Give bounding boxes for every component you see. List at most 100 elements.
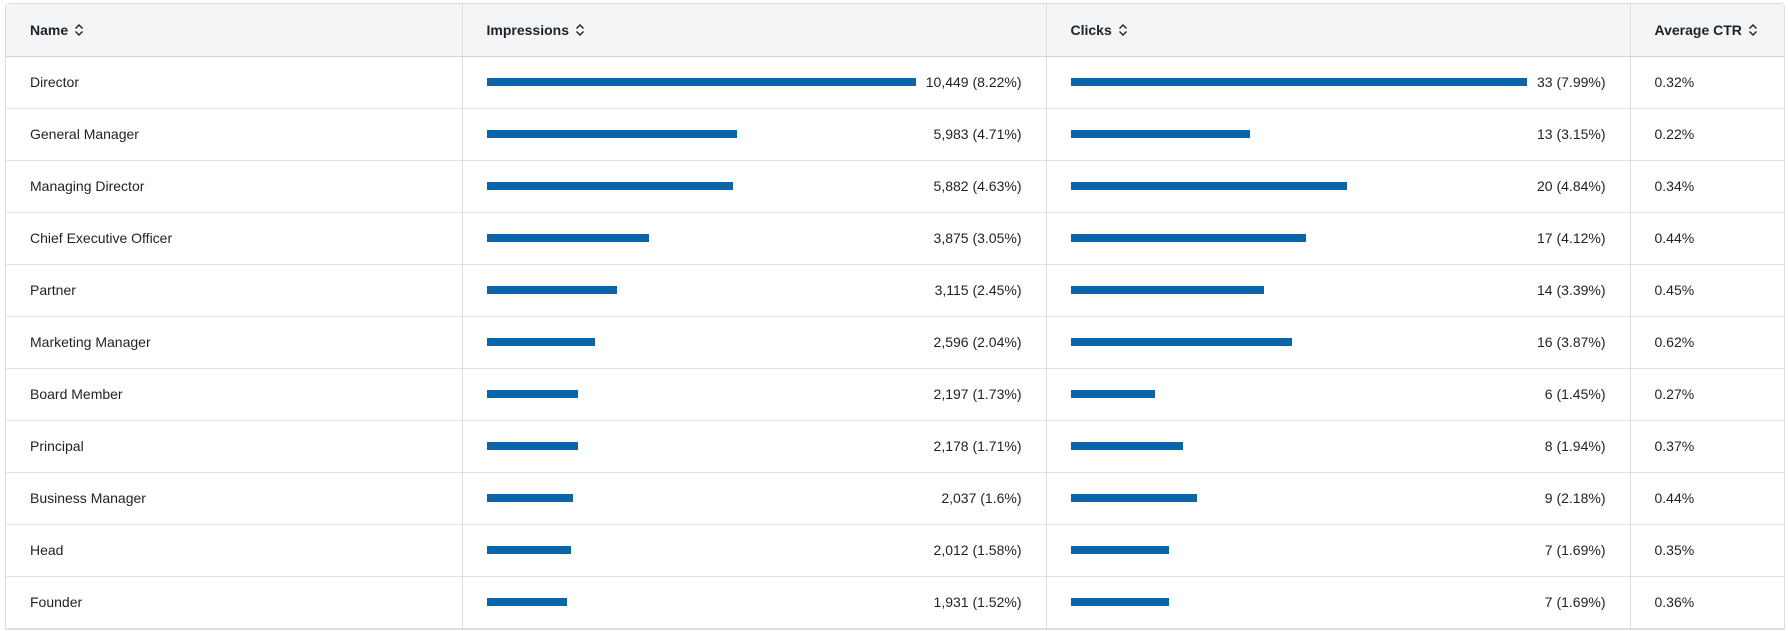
- table-row: Principal 2,178 (1.71%) 8 (1.94%) 0.37%: [6, 420, 1784, 473]
- cell-impressions: 2,037 (1.6%): [462, 472, 1047, 525]
- cell-clicks: 14 (3.39%): [1046, 264, 1631, 317]
- cell-average-ctr: 0.36%: [1630, 576, 1784, 629]
- impressions-bar: [486, 234, 649, 242]
- clicks-bar-track: [1070, 182, 1528, 190]
- table-row: Chief Executive Officer 3,875 (3.05%) 17 (…: [6, 212, 1784, 265]
- cell-average-ctr: 0.44%: [1630, 212, 1784, 265]
- cell-name: Director: [6, 56, 463, 109]
- cell-average-ctr: 0.35%: [1630, 524, 1784, 577]
- clicks-bar-track: [1070, 494, 1535, 502]
- impressions-value: 1,931 (1.52%): [933, 594, 1022, 610]
- header-clicks[interactable]: Clicks: [1046, 4, 1631, 57]
- cell-impressions: 1,931 (1.52%): [462, 576, 1047, 629]
- cell-name: Board Member: [6, 368, 463, 421]
- cell-impressions: 2,012 (1.58%): [462, 524, 1047, 577]
- clicks-bar-track: [1070, 442, 1535, 450]
- clicks-bar: [1070, 182, 1348, 190]
- impressions-bar: [486, 598, 568, 606]
- cell-clicks: 6 (1.45%): [1046, 368, 1631, 421]
- cell-name: Founder: [6, 576, 463, 629]
- cell-impressions: 10,449 (8.22%): [462, 56, 1047, 109]
- clicks-bar-track: [1070, 546, 1535, 554]
- impressions-bar-track: [486, 442, 924, 450]
- table-row: Managing Director 5,882 (4.63%) 20 (4.84%)…: [6, 160, 1784, 213]
- impressions-bar-track: [486, 234, 924, 242]
- header-average-ctr[interactable]: Average CTR: [1630, 4, 1784, 57]
- clicks-bar: [1070, 598, 1169, 606]
- impressions-bar-track: [486, 546, 924, 554]
- cell-average-ctr: 0.44%: [1630, 472, 1784, 525]
- table-row: General Manager 5,983 (4.71%) 13 (3.15%) 0.…: [6, 108, 1784, 161]
- cell-name: Business Manager: [6, 472, 463, 525]
- cell-clicks: 17 (4.12%): [1046, 212, 1631, 265]
- cell-name: Marketing Manager: [6, 316, 463, 369]
- clicks-bar: [1070, 78, 1528, 86]
- clicks-bar: [1070, 130, 1251, 138]
- table-row: Head 2,012 (1.58%) 7 (1.69%) 0.35%: [6, 524, 1784, 577]
- table-header-row: Name Impressions Clicks: [6, 4, 1784, 57]
- impressions-value: 2,012 (1.58%): [933, 542, 1022, 558]
- impressions-value: 5,882 (4.63%): [933, 178, 1022, 194]
- impressions-bar: [486, 338, 596, 346]
- clicks-value: 8 (1.94%): [1544, 438, 1606, 454]
- cell-clicks: 16 (3.87%): [1046, 316, 1631, 369]
- impressions-value: 2,178 (1.71%): [933, 438, 1022, 454]
- impressions-value: 2,596 (2.04%): [933, 334, 1022, 350]
- cell-name: Managing Director: [6, 160, 463, 213]
- cell-average-ctr: 0.62%: [1630, 316, 1784, 369]
- clicks-value: 7 (1.69%): [1544, 542, 1606, 558]
- cell-name: Principal: [6, 420, 463, 473]
- cell-clicks: 33 (7.99%): [1046, 56, 1631, 109]
- sort-icon[interactable]: [74, 23, 84, 37]
- clicks-bar: [1070, 338, 1292, 346]
- cell-average-ctr: 0.22%: [1630, 108, 1784, 161]
- impressions-bar: [486, 390, 579, 398]
- impressions-bar-track: [486, 182, 924, 190]
- clicks-bar: [1070, 286, 1265, 294]
- cell-clicks: 7 (1.69%): [1046, 576, 1631, 629]
- clicks-value: 7 (1.69%): [1544, 594, 1606, 610]
- cell-impressions: 2,178 (1.71%): [462, 420, 1047, 473]
- clicks-value: 20 (4.84%): [1537, 178, 1606, 194]
- impressions-bar: [486, 286, 618, 294]
- cell-impressions: 5,983 (4.71%): [462, 108, 1047, 161]
- clicks-bar-track: [1070, 78, 1528, 86]
- cell-name: General Manager: [6, 108, 463, 161]
- cell-clicks: 9 (2.18%): [1046, 472, 1631, 525]
- sort-icon[interactable]: [1748, 23, 1758, 37]
- cell-impressions: 5,882 (4.63%): [462, 160, 1047, 213]
- sort-icon[interactable]: [1118, 23, 1128, 37]
- impressions-value: 2,197 (1.73%): [933, 386, 1022, 402]
- header-impressions[interactable]: Impressions: [462, 4, 1047, 57]
- header-name-label: Name: [30, 21, 69, 38]
- clicks-bar: [1070, 234, 1306, 242]
- cell-name: Head: [6, 524, 463, 577]
- impressions-bar-track: [486, 78, 916, 86]
- sort-icon[interactable]: [575, 23, 585, 37]
- cell-impressions: 2,596 (2.04%): [462, 316, 1047, 369]
- cell-impressions: 3,875 (3.05%): [462, 212, 1047, 265]
- clicks-value: 13 (3.15%): [1537, 126, 1606, 142]
- clicks-value: 6 (1.45%): [1544, 386, 1606, 402]
- impressions-bar: [486, 546, 571, 554]
- impressions-value: 2,037 (1.6%): [941, 490, 1022, 506]
- impressions-value: 5,983 (4.71%): [933, 126, 1022, 142]
- header-clicks-label: Clicks: [1070, 21, 1112, 38]
- impressions-value: 3,875 (3.05%): [933, 230, 1022, 246]
- clicks-bar-track: [1070, 598, 1535, 606]
- table-row: Marketing Manager 2,596 (2.04%) 16 (3.87%)…: [6, 316, 1784, 369]
- impressions-bar: [486, 182, 733, 190]
- cell-name: Partner: [6, 264, 463, 317]
- header-name[interactable]: Name: [6, 4, 463, 57]
- cell-average-ctr: 0.32%: [1630, 56, 1784, 109]
- clicks-value: 17 (4.12%): [1537, 230, 1606, 246]
- impressions-value: 10,449 (8.22%): [925, 74, 1022, 90]
- clicks-value: 33 (7.99%): [1537, 74, 1606, 90]
- cell-average-ctr: 0.34%: [1630, 160, 1784, 213]
- impressions-bar-track: [486, 130, 924, 138]
- impressions-bar: [486, 78, 916, 86]
- clicks-bar-track: [1070, 286, 1528, 294]
- cell-clicks: 8 (1.94%): [1046, 420, 1631, 473]
- header-ctr-label: Average CTR: [1654, 21, 1742, 38]
- table-row: Director 10,449 (8.22%) 33 (7.99%) 0.32%: [6, 56, 1784, 109]
